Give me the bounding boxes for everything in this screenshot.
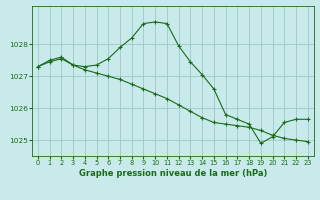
X-axis label: Graphe pression niveau de la mer (hPa): Graphe pression niveau de la mer (hPa) [79, 169, 267, 178]
